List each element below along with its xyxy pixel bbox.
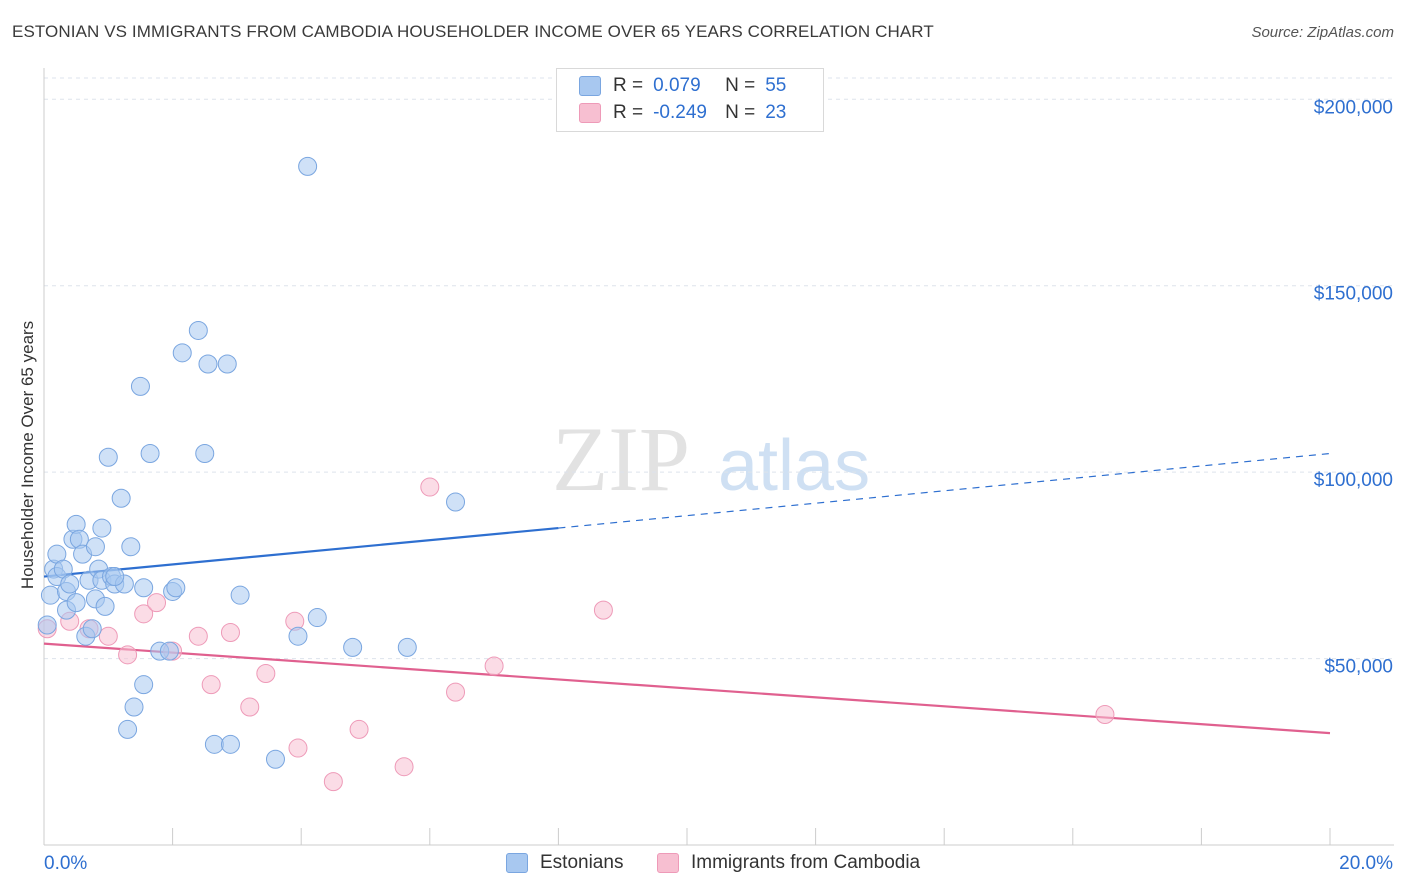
point-cambodia [394,757,414,777]
point-estonians [195,444,215,463]
point-cambodia [98,626,118,646]
legend-r-value: 0.079 [653,75,701,96]
point-cambodia [188,626,208,646]
point-estonians [217,354,237,374]
point-cambodia [593,600,613,620]
point-estonians [204,734,224,754]
point-estonians [265,749,285,769]
point-estonians [198,354,218,374]
point-estonians [130,376,150,396]
point-estonians [66,593,86,613]
legend-swatch-blue [506,853,528,873]
point-estonians [121,537,141,557]
legend-n-value: 55 [765,75,787,96]
point-cambodia [220,622,240,642]
watermark-zip: ZIP [552,408,690,510]
y-tick-label: $200,000 [1314,97,1393,118]
point-estonians [111,488,131,508]
correlation-legend: R = 0.079 N = 55 R = -0.249 N = 23 [556,68,824,132]
point-cambodia [1095,705,1115,724]
y-tick-label: $100,000 [1314,470,1393,491]
legend-r-label: R = [613,75,644,96]
point-estonians [118,719,138,739]
point-estonians [230,585,250,605]
series-legend-estonians[interactable]: Estonians [506,852,623,874]
point-estonians [105,567,125,587]
chart-title: ESTONIAN VS IMMIGRANTS FROM CAMBODIA HOU… [12,22,934,41]
trend-lines [43,452,1331,735]
point-cambodia [134,604,154,624]
tick-labels: $50,000 $100,000 $150,000 $200,000 0.0% 20.0% [44,97,1393,874]
point-estonians [159,641,179,661]
point-cambodia [349,719,369,739]
point-estonians [172,343,192,363]
y-tick-label: $150,000 [1314,284,1393,305]
legend-n-label: N = [725,75,756,96]
series-legend-label: Estonians [540,852,624,873]
legend-row-estonians: R = 0.079 N = 55 [579,73,786,99]
point-cambodia [240,697,260,717]
legend-n-value: 23 [765,102,787,123]
point-estonians [40,585,60,605]
trend-line-estonians [43,526,559,578]
point-estonians [298,156,318,176]
legend-r-label: R = [613,102,644,123]
point-estonians [124,697,144,717]
point-estonians [60,574,80,594]
point-estonians [37,615,57,635]
x-tick-label: 20.0% [1339,853,1393,874]
point-estonians [92,518,112,538]
watermark-atlas: atlas [718,426,870,506]
series-legend-label: Immigrants from Cambodia [691,852,921,873]
point-estonians [85,537,105,557]
point-cambodia [256,663,276,683]
point-cambodia [147,593,167,613]
series-legend: Estonians Immigrants from Cambodia [0,852,1406,878]
point-estonians [288,626,308,646]
point-estonians [307,608,327,628]
gridlines [44,77,1394,660]
point-estonians [220,734,240,754]
series-legend-cambodia[interactable]: Immigrants from Cambodia [657,852,920,874]
legend-swatch-pink [579,103,601,123]
source-credit: Source: ZipAtlas.com [1251,24,1394,41]
watermark: ZIP atlas [552,408,870,510]
point-cambodia [288,738,308,758]
legend-n-label: N = [725,102,756,123]
point-estonians [343,637,363,657]
point-estonians [134,578,154,598]
point-estonians [188,320,208,340]
point-estonians [397,637,417,657]
legend-row-cambodia: R = -0.249 N = 23 [579,100,786,126]
axes [43,68,1394,846]
legend-r-value: -0.249 [653,102,707,123]
point-cambodia [201,675,221,695]
x-tick-label: 0.0% [44,853,87,874]
point-estonians [82,619,102,639]
point-estonians [446,492,466,512]
point-estonians [95,596,115,616]
trend-line-cambodia [43,642,1331,735]
y-tick-label: $50,000 [1324,657,1393,678]
legend-swatch-blue [579,76,601,96]
point-estonians [134,675,154,695]
point-cambodia [118,645,138,665]
point-cambodia [484,656,504,676]
point-cambodia [323,772,343,792]
y-axis-label: Householder Income Over 65 years [18,321,37,589]
point-estonians [98,447,118,467]
legend-swatch-pink [657,853,679,873]
point-estonians [140,444,160,463]
point-cambodia [446,682,466,702]
point-cambodia [420,477,440,497]
point-estonians [166,578,186,598]
data-points [37,156,1115,792]
